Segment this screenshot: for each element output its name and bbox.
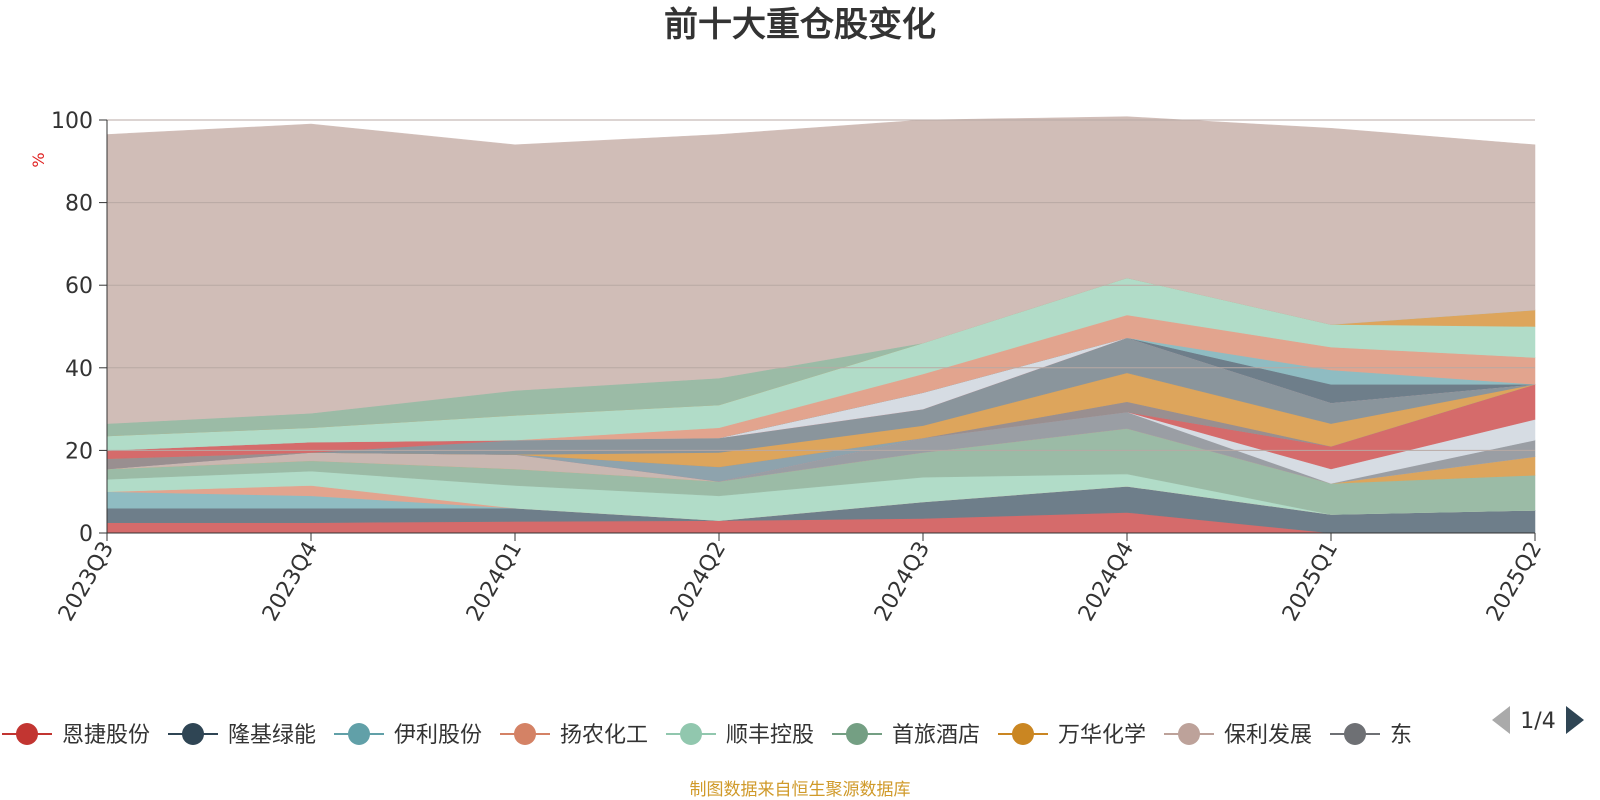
x-tick-label: 2024Q2 [666, 538, 731, 626]
x-tick-label: 2025Q2 [1482, 538, 1547, 626]
area-series-24 [106, 116, 1536, 424]
legend-marker-icon [680, 723, 702, 745]
legend-label: 扬农化工 [560, 723, 648, 748]
y-tick-label: 60 [65, 274, 93, 299]
legend-item[interactable]: 保利发展 [1164, 723, 1312, 748]
legend-item[interactable]: 恩捷股份 [2, 723, 150, 748]
gridlines [107, 119, 1535, 451]
area-series-group [106, 116, 1536, 534]
legend-label: 顺丰控股 [726, 723, 814, 748]
legend-marker-icon [348, 723, 370, 745]
legend-marker-icon [846, 723, 868, 745]
legend-pager[interactable]: 1/4 [1492, 706, 1584, 734]
legend-marker-icon [1012, 723, 1034, 745]
legend-item[interactable]: 隆基绿能 [168, 723, 316, 748]
legend-item[interactable]: 扬农化工 [500, 723, 648, 748]
legend-label: 伊利股份 [394, 723, 482, 748]
pager-next-icon[interactable] [1566, 706, 1584, 734]
legend-marker-icon [1178, 723, 1200, 745]
legend-label: 保利发展 [1224, 723, 1312, 748]
x-tick-label: 2025Q1 [1278, 538, 1343, 626]
legend-marker-icon [182, 723, 204, 745]
legend-marker-icon [1344, 723, 1366, 745]
y-tick-label: 100 [51, 109, 93, 134]
x-tick-label: 2024Q1 [462, 538, 527, 626]
legend-item[interactable]: 伊利股份 [334, 723, 482, 748]
legend-item[interactable]: 顺丰控股 [666, 723, 814, 748]
y-tick-label: 0 [79, 522, 93, 547]
legend-label: 首旅酒店 [892, 723, 980, 748]
legend[interactable]: 恩捷股份 隆基绿能 伊利股份 扬农化工 顺丰控股 首旅酒店 万华化学 保利发展 东 [2, 723, 1412, 748]
legend-marker-icon [16, 723, 38, 745]
legend-label: 东 [1390, 723, 1412, 748]
chart-title: 前十大重仓股变化 [664, 5, 936, 45]
y-tick-label: 20 [65, 439, 93, 464]
x-tick-label: 2024Q4 [1074, 538, 1139, 626]
y-tick-label: 40 [65, 357, 93, 382]
y-tick-label: 80 [65, 192, 93, 217]
legend-item[interactable]: 首旅酒店 [832, 723, 980, 748]
legend-label: 万华化学 [1058, 723, 1146, 748]
y-axis-unit-label: % [29, 152, 48, 167]
x-tick-label: 2023Q4 [258, 538, 323, 626]
x-tick-label: 2024Q3 [870, 538, 935, 626]
y-axis-ticks: 0 20 40 60 80 100 [51, 109, 107, 547]
pager-text: 1/4 [1520, 709, 1555, 734]
pager-prev-icon[interactable] [1492, 706, 1510, 734]
x-tick-label: 2023Q3 [54, 538, 119, 626]
x-axis-ticks: 2023Q3 2023Q4 2024Q1 2024Q2 2024Q3 2024Q4 2025… [54, 533, 1547, 626]
legend-label: 恩捷股份 [62, 723, 150, 748]
legend-marker-icon [514, 723, 536, 745]
axes [106, 120, 1535, 534]
legend-item[interactable]: 东 [1330, 723, 1412, 748]
legend-label: 隆基绿能 [228, 723, 316, 748]
legend-item[interactable]: 万华化学 [998, 723, 1146, 748]
source-note: 制图数据来自恒生聚源数据库 [690, 780, 911, 800]
